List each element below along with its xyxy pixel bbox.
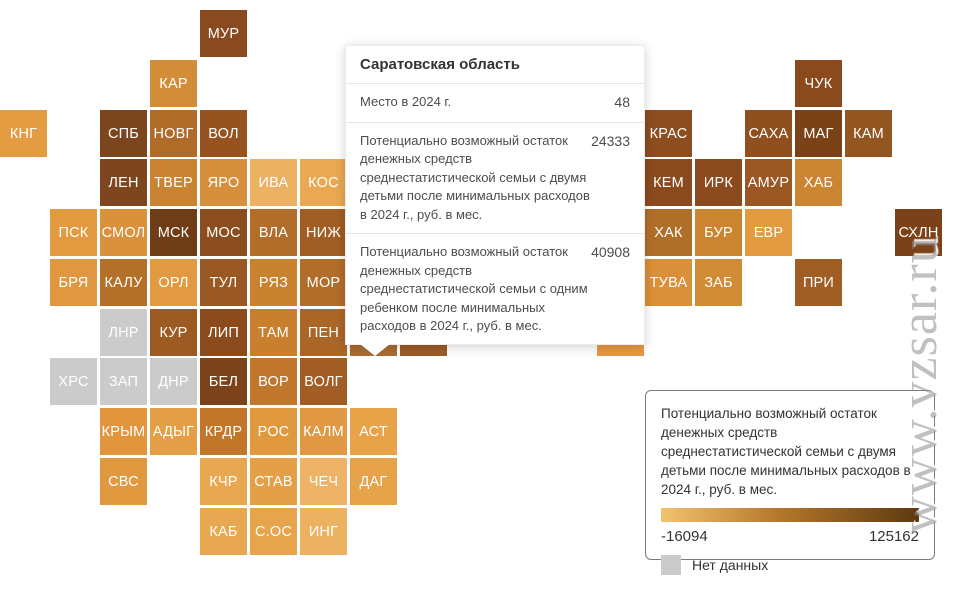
region-tile-ВОР[interactable]: ВОР — [250, 358, 297, 405]
region-tile-СВС[interactable]: СВС — [100, 458, 147, 505]
legend-panel: Потенциально возможный остаток денежных … — [645, 390, 935, 576]
region-tile-СПБ[interactable]: СПБ — [100, 110, 147, 157]
tooltip-row-one-child: Потенциально возможный остаток денежных … — [346, 234, 644, 344]
region-tile-КАР[interactable]: КАР — [150, 60, 197, 107]
region-tile-ИВА[interactable]: ИВА — [250, 159, 297, 206]
region-tile-ПСК[interactable]: ПСК — [50, 209, 97, 256]
region-tile-ВОЛГ[interactable]: ВОЛГ — [300, 358, 347, 405]
region-tile-ОРЛ[interactable]: ОРЛ — [150, 259, 197, 306]
tooltip-row-rank: Место в 2024 г. 48 — [346, 84, 644, 122]
region-tile-ЗАП[interactable]: ЗАП — [100, 358, 147, 405]
tooltip-row-value: 24333 — [591, 132, 630, 149]
tile-map: МУР КАР ЧУК КНГ СПБ НОВГ ВОЛ КРАС САХА МАГ КАМ ЛЕН Т… — [0, 10, 942, 555]
region-tile-КАБ[interactable]: КАБ — [200, 508, 247, 555]
region-tile-АДЫГ[interactable]: АДЫГ — [150, 408, 197, 455]
tooltip-row-label: Место в 2024 г. — [360, 94, 452, 109]
region-tile-ЧУК[interactable]: ЧУК — [795, 60, 842, 107]
region-tile-МОР[interactable]: МОР — [300, 259, 347, 306]
tooltip-row-value: 48 — [614, 94, 630, 110]
tooltip-arrow — [360, 344, 390, 357]
region-tile-КРДР[interactable]: КРДР — [200, 408, 247, 455]
region-tile-ЗАБ[interactable]: ЗАБ — [695, 259, 742, 306]
region-tile-МУР[interactable]: МУР — [200, 10, 247, 57]
legend-min-value: -16094 — [661, 528, 708, 546]
region-tile-ЛНР[interactable]: ЛНР — [100, 309, 147, 356]
legend-no-data-row: Нет данных — [661, 555, 919, 576]
region-tile-РЯЗ[interactable]: РЯЗ — [250, 259, 297, 306]
region-tile-ВЛА[interactable]: ВЛА — [250, 209, 297, 256]
region-tile-ЕВР[interactable]: ЕВР — [745, 209, 792, 256]
tooltip-row-value: 40908 — [591, 244, 630, 261]
region-tile-ДНР[interactable]: ДНР — [150, 358, 197, 405]
region-tile-МСК[interactable]: МСК — [150, 209, 197, 256]
region-tile-КРЫМ[interactable]: КРЫМ — [100, 408, 147, 455]
region-tile-ТУВА[interactable]: ТУВА — [645, 259, 692, 306]
region-tile-САХА[interactable]: САХА — [745, 110, 792, 157]
region-tile-НОВГ[interactable]: НОВГ — [150, 110, 197, 157]
region-tile-ТУЛ[interactable]: ТУЛ — [200, 259, 247, 306]
region-tile-ЛИП[interactable]: ЛИП — [200, 309, 247, 356]
legend-gradient-bar — [661, 508, 919, 523]
no-data-label: Нет данных — [692, 557, 769, 574]
region-tile-ИНГ[interactable]: ИНГ — [300, 508, 347, 555]
region-tile-ДАГ[interactable]: ДАГ — [350, 458, 397, 505]
region-tooltip: Саратовская область Место в 2024 г. 48 П… — [345, 45, 645, 357]
region-tile-СМОЛ[interactable]: СМОЛ — [100, 209, 147, 256]
legend-max-value: 125162 — [868, 528, 919, 546]
no-data-swatch — [661, 555, 681, 576]
region-tile-ХРС[interactable]: ХРС — [50, 358, 97, 405]
region-tile-КАЛУ[interactable]: КАЛУ — [100, 259, 147, 306]
region-tile-НИЖ[interactable]: НИЖ — [300, 209, 347, 256]
region-tile-ХАБ[interactable]: ХАБ — [795, 159, 842, 206]
region-tile-РОС[interactable]: РОС — [250, 408, 297, 455]
region-tile-БЕЛ[interactable]: БЕЛ — [200, 358, 247, 405]
region-tile-БУР[interactable]: БУР — [695, 209, 742, 256]
region-tile-КУР[interactable]: КУР — [150, 309, 197, 356]
tooltip-divider — [346, 233, 644, 235]
region-tile-ПРИ[interactable]: ПРИ — [795, 259, 842, 306]
region-tile-ИРК[interactable]: ИРК — [695, 159, 742, 206]
region-tile-СТАВ[interactable]: СТАВ — [250, 458, 297, 505]
legend-title: Потенциально возможный остаток денежных … — [661, 406, 911, 497]
region-tile-С.ОС[interactable]: С.ОС — [250, 508, 297, 555]
tooltip-region-title: Саратовская область — [360, 56, 520, 73]
region-tile-ТВЕР[interactable]: ТВЕР — [150, 159, 197, 206]
tile-cartogram-stage: МУР КАР ЧУК КНГ СПБ НОВГ ВОЛ КРАС САХА МАГ КАМ ЛЕН Т… — [0, 10, 948, 576]
region-tile-КОС[interactable]: КОС — [300, 159, 347, 206]
region-tile-ХАК[interactable]: ХАК — [645, 209, 692, 256]
tooltip-divider — [346, 121, 644, 123]
tooltip-divider — [346, 83, 644, 84]
region-tile-МАГ[interactable]: МАГ — [795, 110, 842, 157]
region-tile-КЕМ[interactable]: КЕМ — [645, 159, 692, 206]
region-tile-СХЛН[interactable]: СХЛН — [895, 209, 942, 256]
tooltip-row-label: Потенциально возможный остаток денежных … — [360, 244, 588, 333]
region-tile-АМУР[interactable]: АМУР — [745, 159, 792, 206]
region-tile-АСТ[interactable]: АСТ — [350, 408, 397, 455]
region-tile-ЛЕН[interactable]: ЛЕН — [100, 159, 147, 206]
region-tile-КНГ[interactable]: КНГ — [0, 110, 47, 157]
region-tile-КЧР[interactable]: КЧР — [200, 458, 247, 505]
region-tile-ВОЛ[interactable]: ВОЛ — [200, 110, 247, 157]
tooltip-row-two-children: Потенциально возможный остаток денежных … — [346, 123, 644, 233]
region-tile-МОС[interactable]: МОС — [200, 209, 247, 256]
region-tile-ЯРО[interactable]: ЯРО — [200, 159, 247, 206]
region-tile-КРАС[interactable]: КРАС — [645, 110, 692, 157]
region-tile-ТАМ[interactable]: ТАМ — [250, 309, 297, 356]
region-tile-КАЛМ[interactable]: КАЛМ — [300, 408, 347, 455]
region-tile-КАМ[interactable]: КАМ — [845, 110, 892, 157]
region-tile-ЧЕЧ[interactable]: ЧЕЧ — [300, 458, 347, 505]
region-tile-ПЕН[interactable]: ПЕН — [300, 309, 347, 356]
legend-range: -16094 125162 — [661, 528, 919, 545]
region-tile-БРЯ[interactable]: БРЯ — [50, 259, 97, 306]
tooltip-row-label: Потенциально возможный остаток денежных … — [360, 132, 590, 222]
